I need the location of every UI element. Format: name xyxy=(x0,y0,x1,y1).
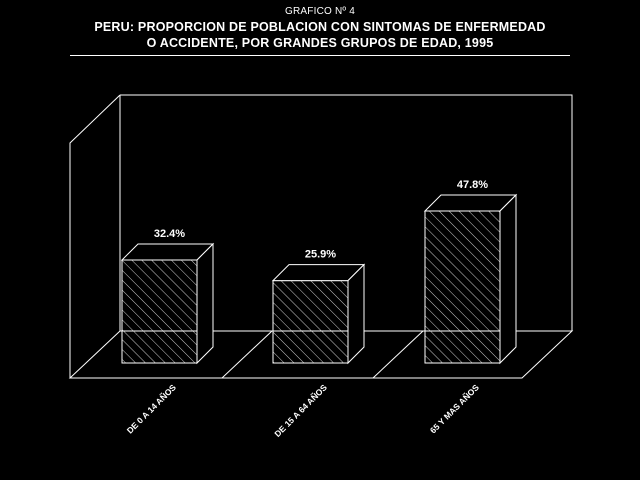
chart-left-wall xyxy=(69,94,121,378)
bar-side-2 xyxy=(347,263,365,365)
bar-3: 47.8% xyxy=(423,179,518,365)
data-label-2: 25.9% xyxy=(305,249,336,261)
chart-title-line-1: PERU: PROPORCION DE POBLACION CON SINTOM… xyxy=(94,20,546,34)
floor-separator-1 xyxy=(221,330,273,379)
chart-3d-frame xyxy=(68,94,574,379)
bar-front-2 xyxy=(272,280,349,364)
chart-title-line-2: O ACCIDENTE, POR GRANDES GRUPOS DE EDAD,… xyxy=(146,36,494,50)
title-divider xyxy=(70,55,570,56)
data-label-1: 32.4% xyxy=(154,228,185,240)
x-tick-label-1: DE 0 A 14 AÑOS xyxy=(125,382,178,435)
bar-side-3 xyxy=(499,193,517,365)
bar-front-3 xyxy=(424,210,501,364)
bar-side-1 xyxy=(196,242,214,365)
bars-group: 32.4% 25.9% 47.8% xyxy=(120,179,518,365)
floor-separator-2 xyxy=(372,330,424,379)
x-tick-label-3: 65 Y MAS AÑOS xyxy=(428,382,481,435)
bar-front-1 xyxy=(121,259,198,364)
chart-number-label: GRAFICO Nº 4 xyxy=(285,6,355,17)
x-tick-label-2: DE 15 A 64 AÑOS xyxy=(272,382,329,439)
x-tick-labels: DE 0 A 14 AÑOS DE 15 A 64 AÑOS 65 Y MAS AÑ… xyxy=(125,382,481,439)
bar-1: 32.4% xyxy=(120,228,215,365)
data-label-3: 47.8% xyxy=(457,179,488,191)
chart-back-wall xyxy=(120,94,573,331)
bar-2: 25.9% xyxy=(271,249,366,365)
